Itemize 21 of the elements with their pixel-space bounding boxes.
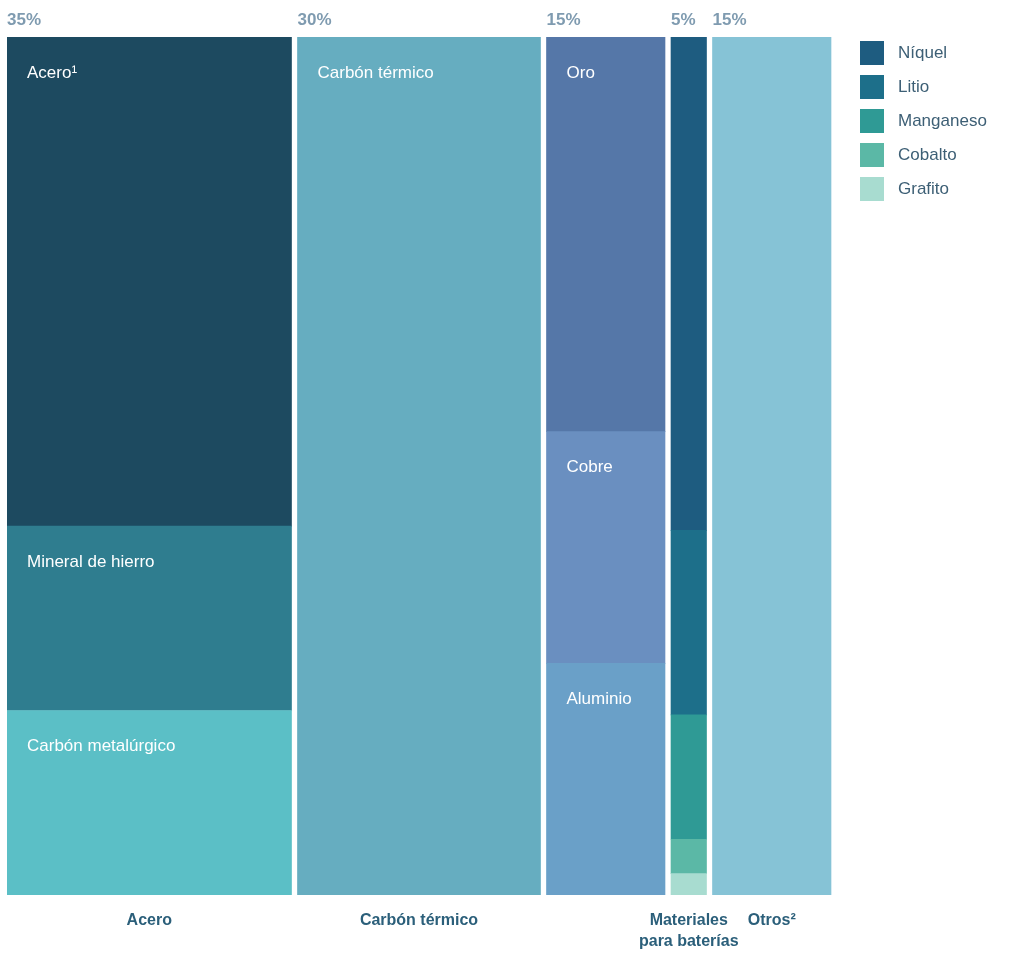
series-label: Cobre <box>566 457 613 477</box>
legend-label: Grafito <box>897 178 951 200</box>
series-label: Carbón metalúrgico <box>27 736 176 756</box>
text: 5% <box>671 10 696 30</box>
legend-label: Litio <box>897 76 931 98</box>
series-label: Mineral de hierro <box>27 551 155 571</box>
legend-label: Manganeso <box>897 110 987 132</box>
series-label: Carbón térmico <box>317 62 434 82</box>
text: 30% <box>297 10 332 30</box>
text: 15% <box>712 10 747 30</box>
series-label: Oro <box>566 62 595 82</box>
text: 15% <box>546 10 581 30</box>
x-tick-label: Otros² <box>747 911 796 929</box>
legend-label: Níquel <box>897 42 949 64</box>
x-tick-label: Carbón térmico <box>359 911 479 929</box>
legend-label: Cobalto <box>897 144 958 166</box>
series-label: Aluminio <box>566 689 632 709</box>
series-label: Acero¹ <box>27 62 78 82</box>
x-tick-label: Acero <box>126 911 173 929</box>
text: 35% <box>7 10 42 30</box>
x-tick-label: Materiales para baterías <box>638 911 739 950</box>
